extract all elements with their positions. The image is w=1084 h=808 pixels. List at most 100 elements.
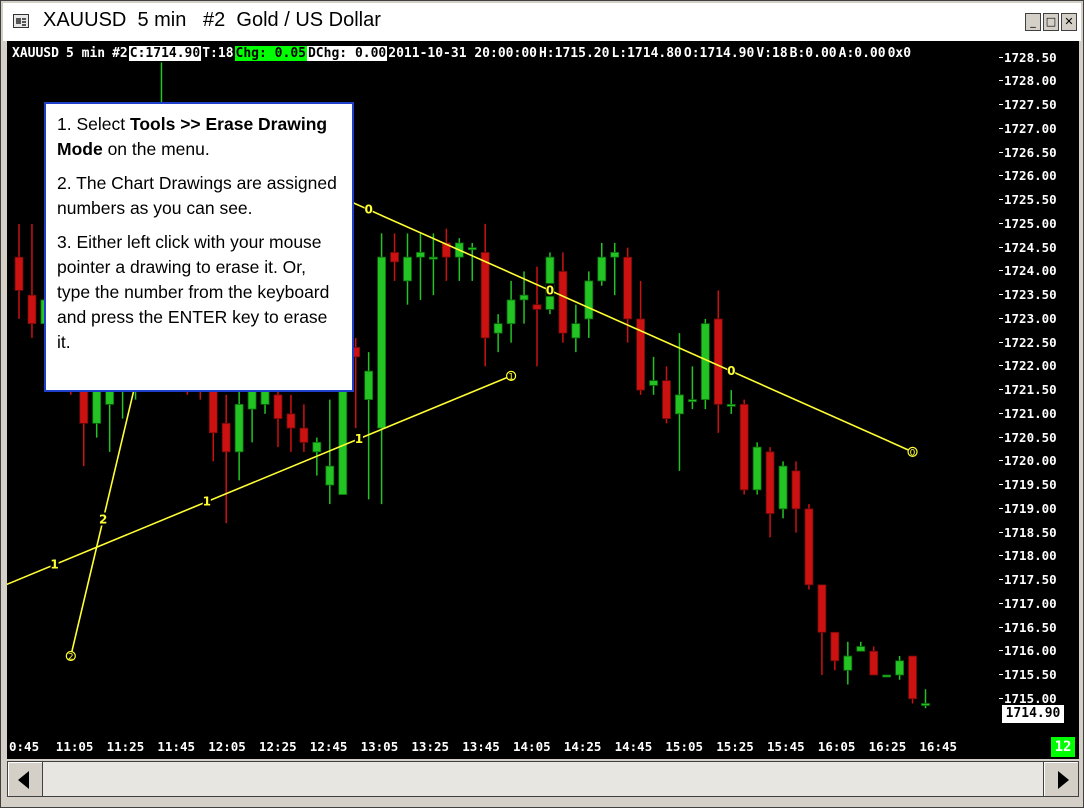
time-tick: 13:25 [411,739,450,754]
info-ask: A:0.00 [838,45,886,61]
price-tick: 1716.00 [999,643,1057,659]
info-datetime: 2011-10-31 20:00:00 [388,45,537,61]
price-tick: 1727.50 [999,97,1057,113]
trendline-number-label: 0 [727,364,735,378]
price-chart[interactable]: 000001111122222 XAUUSD 5 min #2 C:1714.9… [7,41,1079,759]
time-tick: 15:45 [767,739,805,754]
instruction-step-1: 1. Select Tools >> Erase Drawing Mode on… [57,114,328,159]
trendline-label-bg [50,557,59,571]
price-tick: 1728.50 [999,49,1057,65]
candle [713,318,723,405]
trendline-handle [506,370,517,381]
candle [675,394,684,415]
candle [519,294,529,301]
info-close: C:1714.90 [128,45,202,61]
menu-path: Tools >> Erase Drawing Mode [57,114,328,159]
price-axis[interactable]: 1728.50 1728.00 1727.50 1727.00 1726.50 1726.… [999,41,1079,759]
title-bar[interactable]: XAUUSD 5 min #2 Gold / US Dollar _ □ ✕ [3,3,1081,41]
trendline-number-label: 0 [364,203,372,217]
info-extra: 0x0 [887,45,912,61]
candle [921,703,930,706]
candle [869,650,879,676]
scrollbar-track[interactable] [43,761,1043,797]
candle [597,256,607,282]
candle [856,646,866,652]
time-tick: 12:25 [259,739,297,754]
time-tick: 14:05 [513,739,551,754]
instructions-callout: 1. Select Tools >> Erase Drawing Mode on… [44,102,354,392]
candle [234,403,244,453]
horizontal-scrollbar[interactable] [7,761,1079,799]
candle [208,384,218,434]
candle [830,631,840,662]
price-tick: 1727.00 [999,120,1057,136]
candle [817,584,827,633]
candle [364,370,374,401]
price-tick: 1728.00 [999,73,1057,89]
time-tick: 12:45 [309,739,348,754]
price-tick: 1718.50 [999,524,1057,540]
candle [493,323,503,334]
price-tick: 1726.00 [999,168,1057,184]
candle [662,380,671,420]
trendline-handle-label: 2 [68,653,74,663]
time-tick: 13:45 [462,739,500,754]
price-tick: 1723.00 [999,310,1057,326]
candle [403,256,412,282]
instruction-step-2: 2. The Chart Drawings are assigned numbe… [57,173,337,218]
close-button[interactable]: ✕ [1061,13,1077,31]
price-tick: 1717.50 [999,572,1057,588]
price-tick: 1725.50 [999,192,1057,208]
price-tick: 1718.00 [999,548,1057,564]
arrow-left-icon [18,771,29,789]
price-tick: 1717.00 [999,595,1057,611]
arrow-right-icon [1058,771,1069,789]
maximize-button[interactable]: □ [1043,13,1059,31]
trendline-handle-label: 0 [910,448,916,458]
candle [416,252,425,258]
scroll-left-button[interactable] [7,761,43,797]
candle [325,465,335,486]
info-chart-number: #2 [112,45,128,61]
candle [908,655,917,700]
trendline-handle [65,650,76,662]
trendline-number-label: 1 [203,495,211,509]
time-tick: 16:25 [868,739,907,754]
price-tick: 1716.50 [999,619,1057,635]
info-daily-change: DChg: 0.00 [306,45,388,61]
info-symbol: XAUUSD [12,45,59,61]
info-ticks: T:18 [202,45,234,61]
candle [286,413,296,429]
time-tick: 13:05 [360,739,399,754]
time-tick: 11:25 [106,739,145,754]
candle [765,451,775,514]
info-change: Chg: 0.05 [234,45,307,61]
time-tick: 14:25 [563,739,602,754]
candle [441,242,451,258]
candle [571,323,581,339]
price-tick: 1724.50 [999,239,1057,255]
minimize-button[interactable]: _ [1025,13,1041,31]
trendline-label-bg [99,512,108,526]
time-axis[interactable]: 0:45 11:05 11:25 11:45 12:05 12:25 12:45 13:05 1… [7,737,1000,759]
chart-window-icon[interactable] [13,14,29,28]
candle [882,674,892,678]
time-tick: 12:05 [208,739,246,754]
candle [778,465,788,510]
price-tick: 1721.50 [999,382,1057,398]
info-bid: B:0.00 [789,45,837,61]
candle [480,252,490,339]
price-tick: 1725.00 [999,215,1057,231]
time-tick: 11:05 [55,739,94,754]
candle [506,299,516,325]
candle [843,655,853,671]
window-title: XAUUSD 5 min #2 Gold / US Dollar [43,9,381,31]
candle [584,280,594,320]
candle [558,271,568,334]
instruction-step-3: 3. Either left click with your mouse poi… [57,232,330,352]
candle [467,247,477,251]
price-tick: 1720.50 [999,429,1057,445]
price-tick: 1722.00 [999,358,1057,374]
scroll-right-button[interactable] [1043,761,1079,797]
